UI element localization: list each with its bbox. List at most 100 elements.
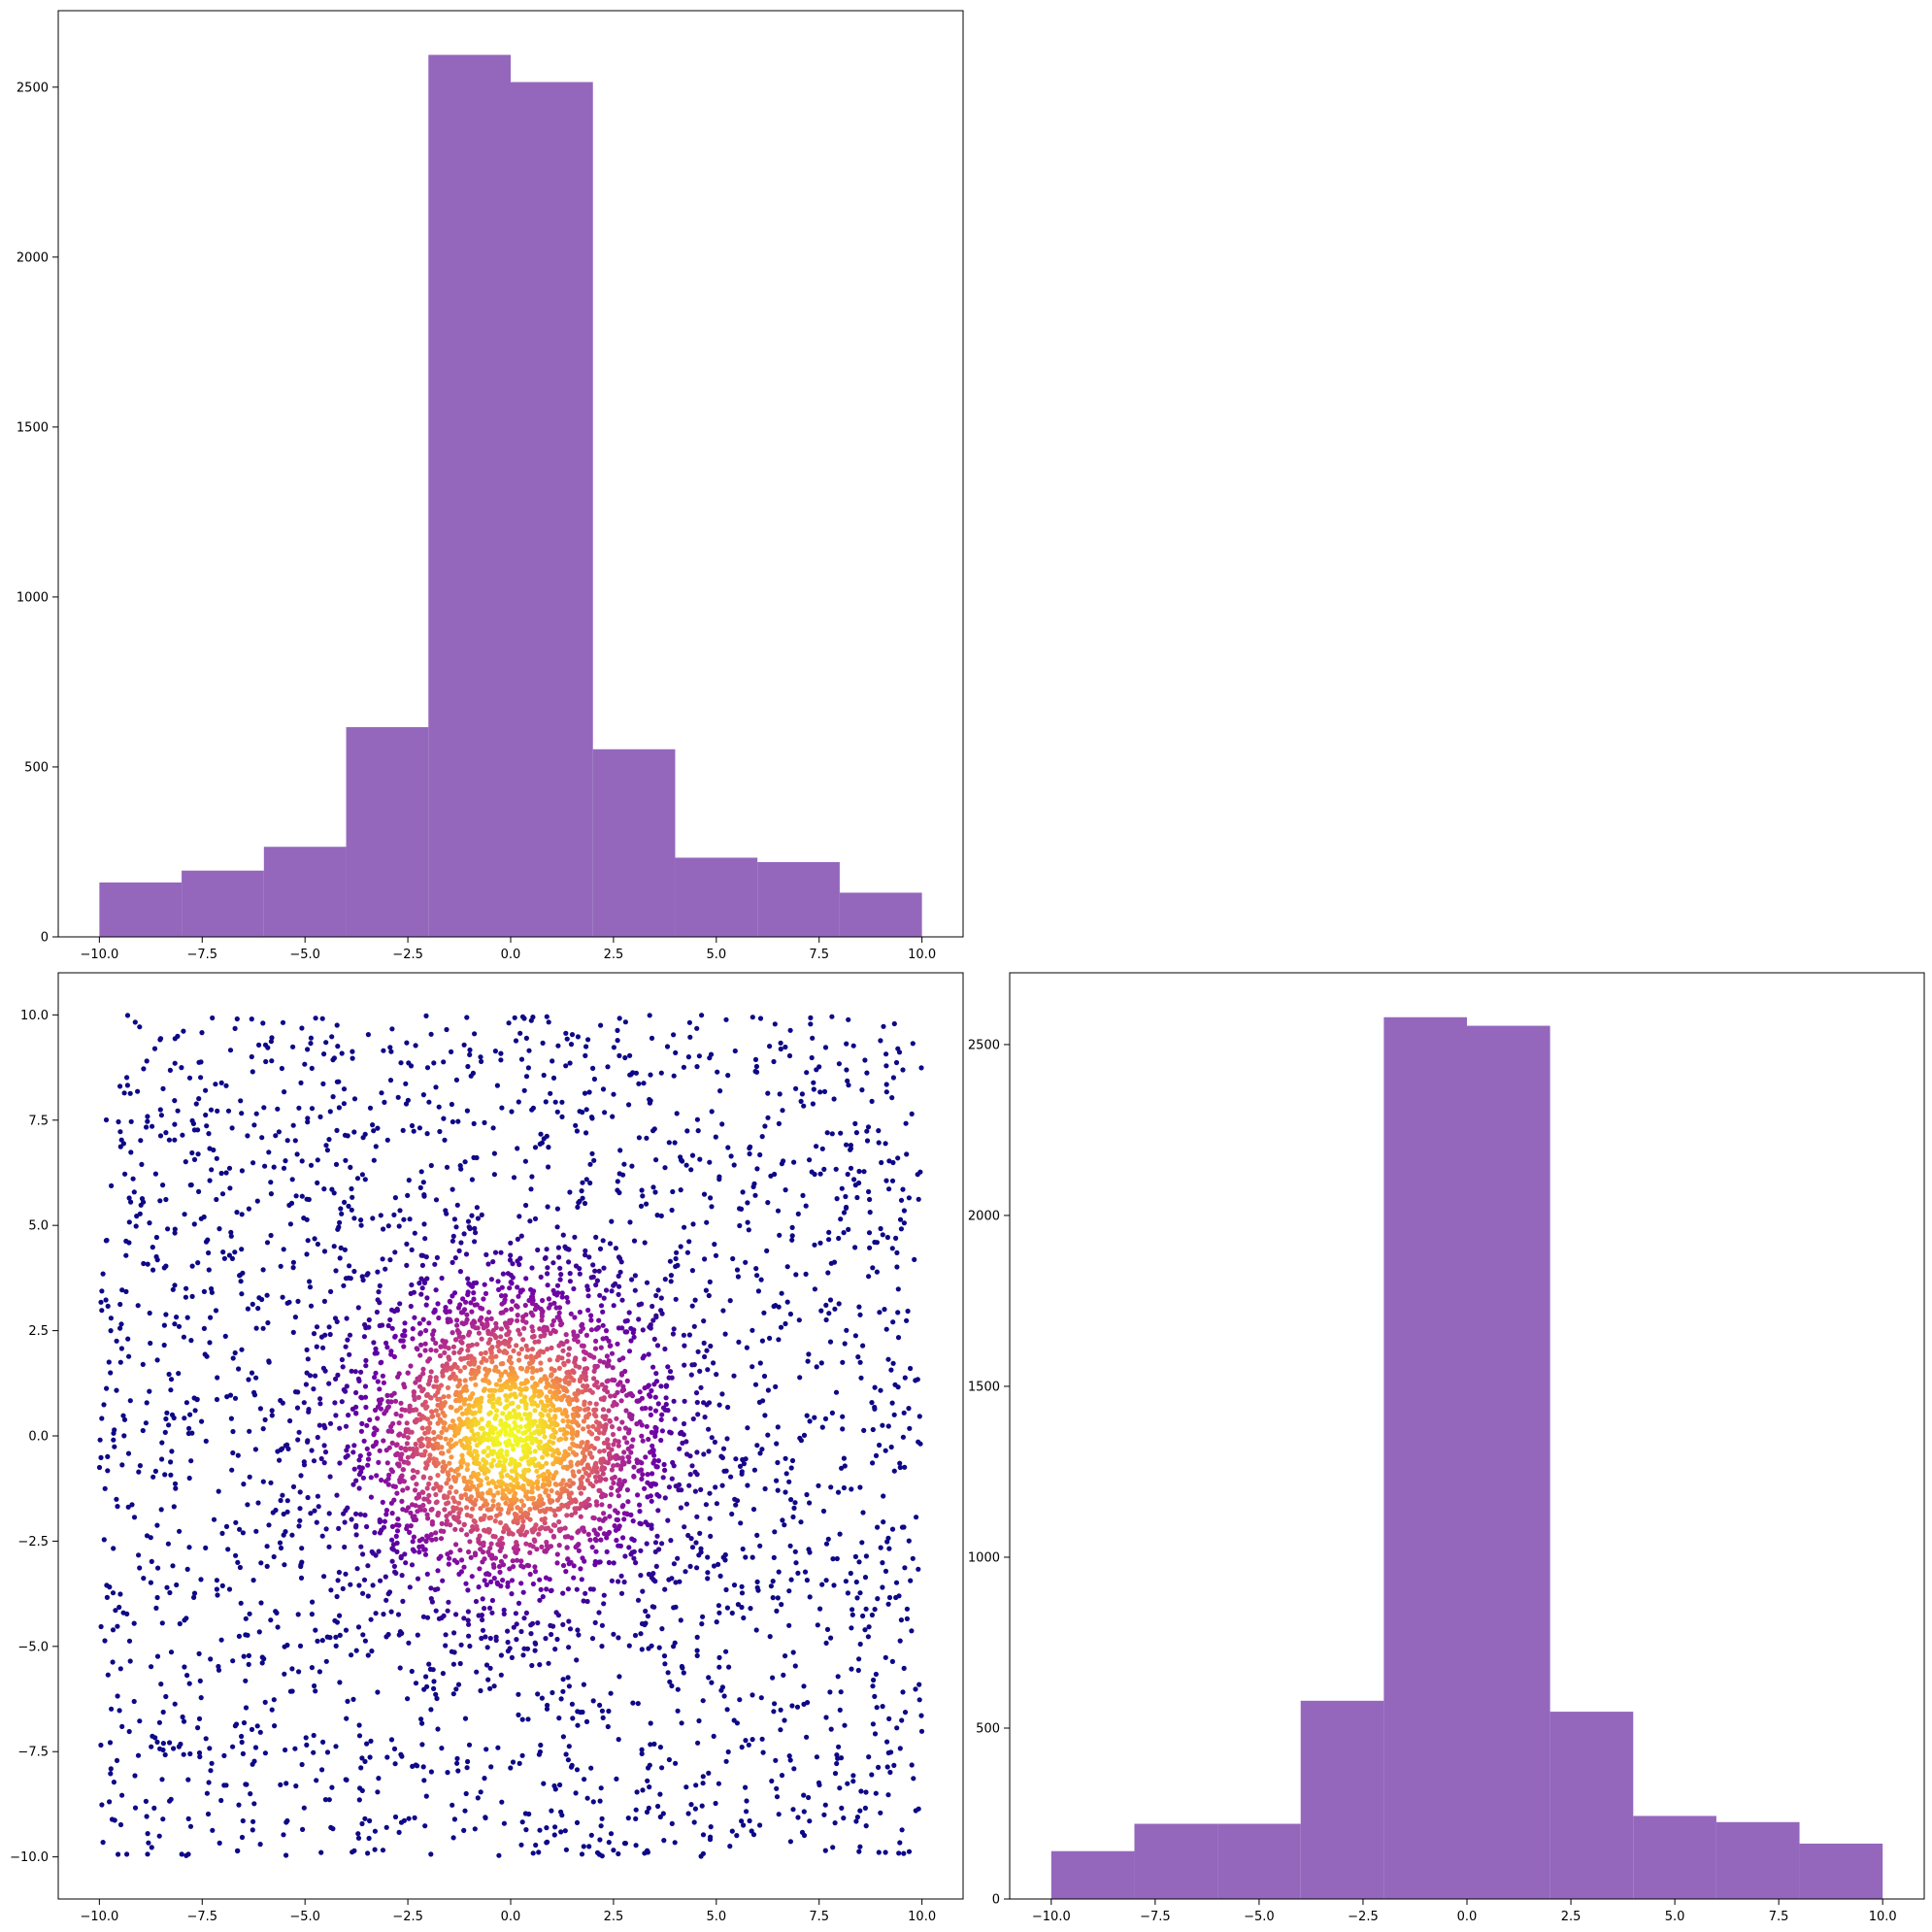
scatter-point [340, 1585, 346, 1591]
scatter-point [916, 1566, 921, 1572]
scatter-point [666, 1140, 672, 1146]
scatter-point [516, 1357, 522, 1363]
scatter-point [498, 1326, 505, 1332]
scatter-point [360, 1632, 366, 1638]
scatter-point [872, 1693, 878, 1699]
scatter-point [314, 1778, 319, 1783]
scatter-point [431, 1429, 437, 1435]
scatter-point [335, 1372, 341, 1378]
scatter-point [609, 1484, 615, 1491]
scatter-point [906, 1195, 913, 1201]
scatter-point [839, 1805, 845, 1811]
scatter-point [533, 1522, 539, 1528]
scatter-point [842, 1341, 848, 1347]
scatter-point [552, 1415, 558, 1420]
scatter-point [867, 1196, 873, 1203]
scatter-point [423, 1793, 429, 1799]
scatter-point [323, 1526, 329, 1532]
scatter-point [611, 1282, 616, 1288]
scatter-point [426, 1320, 432, 1326]
scatter-point [837, 1707, 843, 1713]
scatter-point [476, 1330, 482, 1336]
scatter-point [783, 1320, 788, 1327]
scatter-point [435, 1726, 441, 1732]
scatter-point [232, 1249, 238, 1255]
scatter-point [596, 1317, 602, 1323]
scatter-point [215, 1108, 220, 1114]
scatter-point [574, 1819, 581, 1825]
scatter-point [374, 1473, 380, 1479]
scatter-point [446, 1599, 451, 1605]
scatter-point [571, 1369, 577, 1376]
scatter-point [721, 1468, 727, 1474]
scatter-point [532, 1307, 539, 1313]
scatter-point [624, 1487, 631, 1493]
scatter-point [159, 1440, 165, 1446]
scatter-point [665, 1517, 671, 1523]
scatter-point [480, 1627, 486, 1633]
scatter-point [592, 1536, 598, 1543]
scatter-point [520, 1652, 526, 1658]
scatter-point [617, 1148, 623, 1153]
scatter-point [716, 1664, 722, 1670]
scatter-point [444, 1026, 450, 1033]
scatter-point [203, 1438, 209, 1444]
scatter-point [450, 1802, 455, 1808]
scatter-point [810, 1035, 816, 1041]
scatter-point [795, 1815, 801, 1820]
scatter-point [527, 1361, 533, 1367]
scatter-point [564, 1339, 570, 1345]
scatter-point [740, 1546, 746, 1552]
scatter-point [616, 1283, 622, 1289]
scatter-point [548, 1622, 553, 1628]
scatter-point [842, 1463, 848, 1469]
scatter-point [508, 1401, 514, 1407]
scatter-point [915, 1172, 920, 1178]
scatter-point [120, 1413, 126, 1418]
scatter-point [746, 1227, 751, 1233]
scatter-point [695, 1128, 701, 1134]
scatter-point [672, 1140, 678, 1146]
scatter-point [340, 1364, 346, 1370]
scatter-point [652, 1549, 658, 1554]
scatter-point [342, 1247, 348, 1252]
scatter-point [257, 1842, 263, 1848]
scatter-point [500, 1578, 506, 1583]
scatter-point [454, 1760, 460, 1766]
scatter-point [308, 1303, 315, 1309]
scatter-point [669, 1476, 675, 1482]
scatter-point [684, 1249, 691, 1255]
scatter-point [830, 1845, 836, 1850]
scatter-point [426, 1425, 432, 1431]
scatter-point [108, 1328, 114, 1334]
scatter-point [877, 1442, 883, 1449]
scatter-point [450, 1259, 455, 1265]
scatter-point [327, 1420, 334, 1426]
scatter-point [554, 1490, 560, 1496]
scatter-point [449, 1101, 454, 1108]
scatter-point [336, 1569, 342, 1576]
scatter-point [349, 1207, 354, 1213]
scatter-point [773, 1757, 779, 1763]
scatter-point [485, 1432, 491, 1438]
scatter-point [283, 1747, 288, 1753]
scatter-point [647, 1013, 652, 1018]
scatter-point [422, 1348, 428, 1353]
scatter-point [280, 1294, 285, 1300]
scatter-point [189, 1263, 195, 1269]
scatter-point [426, 1099, 432, 1105]
scatter-point [532, 1408, 538, 1414]
scatter-point [154, 1653, 161, 1659]
scatter-point [627, 1052, 633, 1058]
scatter-point [441, 1402, 447, 1409]
scatter-point [576, 1542, 582, 1548]
scatter-point [451, 1816, 457, 1822]
scatter-point [425, 1358, 431, 1364]
scatter-point [363, 1363, 369, 1369]
scatter-point [878, 1225, 883, 1232]
scatter-point [320, 1739, 326, 1745]
scatter-point [262, 1699, 268, 1705]
scatter-point [309, 1612, 315, 1617]
scatter-point [538, 1586, 544, 1592]
scatter-point [835, 1674, 841, 1680]
